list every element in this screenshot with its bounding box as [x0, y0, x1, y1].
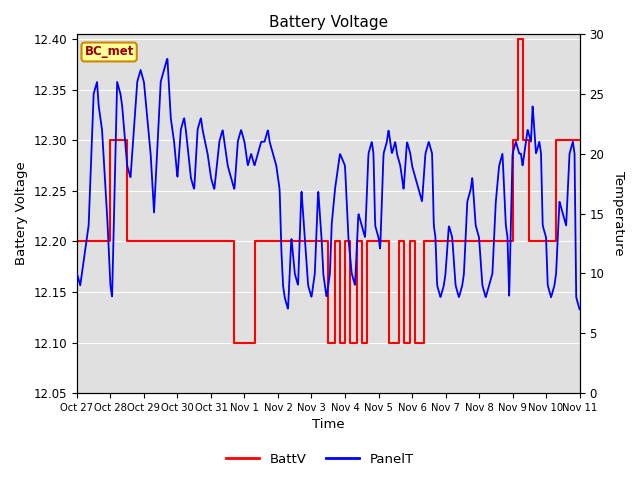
X-axis label: Time: Time — [312, 419, 344, 432]
Title: Battery Voltage: Battery Voltage — [269, 15, 388, 30]
Text: BC_met: BC_met — [84, 46, 134, 59]
Legend: BattV, PanelT: BattV, PanelT — [221, 447, 419, 471]
Y-axis label: Temperature: Temperature — [612, 171, 625, 256]
Y-axis label: Battery Voltage: Battery Voltage — [15, 162, 28, 265]
